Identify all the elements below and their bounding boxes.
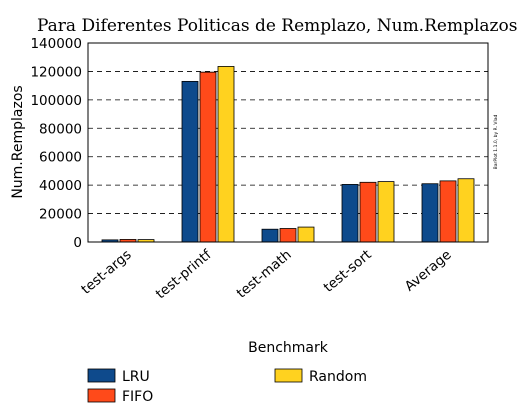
bar-fifo-test-sort <box>359 181 377 243</box>
legend-swatch-random <box>274 368 303 383</box>
y-tick-label: 60000 <box>39 150 82 166</box>
legend-swatch-fifo <box>87 388 116 403</box>
x-axis-label: Benchmark <box>248 340 329 356</box>
legend-swatch-lru <box>87 368 116 383</box>
y-tick-label: 40000 <box>39 178 82 194</box>
bar-lru-test-math <box>261 228 279 243</box>
legend-label-fifo: FIFO <box>122 389 153 405</box>
legend-label-random: Random <box>309 369 367 385</box>
y-tick-label: 0 <box>73 235 82 251</box>
x-tick-label: test-printf <box>153 246 216 302</box>
bar-fifo-average <box>439 180 457 243</box>
legend-label-lru: LRU <box>122 369 150 385</box>
plot-credit: BarPlot 1.1.0, by R. Vlad <box>493 115 499 170</box>
y-tick-label: 120000 <box>30 64 82 80</box>
plot-frame <box>87 42 489 243</box>
y-tick-label: 20000 <box>39 207 82 223</box>
y-tick-label: 100000 <box>30 93 82 109</box>
bar-lru-average <box>421 183 439 243</box>
x-tick-label: test-math <box>234 247 295 302</box>
bar-random-average <box>457 178 475 243</box>
bar-fifo-test-math <box>279 228 297 243</box>
y-axis-label: Num.Remplazos <box>10 85 26 198</box>
bar-random-test-math <box>297 226 315 243</box>
bar-lru-test-printf <box>181 80 199 243</box>
x-tick-label: Average <box>402 247 455 295</box>
chart-title: Para Diferentes Politicas de Remplazo, N… <box>37 16 518 36</box>
x-axis-ticks: test-args test-printf test-math test-sort Av… <box>78 246 454 302</box>
x-tick-label: test-sort <box>321 247 375 296</box>
y-tick-label: 140000 <box>30 36 82 52</box>
x-tick-label: test-args <box>78 247 134 298</box>
y-tick-label: 80000 <box>39 121 82 137</box>
bars <box>101 66 475 243</box>
legend: LRU FIFO Random <box>87 368 367 405</box>
bar-random-test-printf <box>217 66 235 243</box>
bar-random-test-sort <box>377 181 395 243</box>
bar-lru-test-sort <box>341 184 359 243</box>
grid-lines <box>88 71 488 214</box>
y-axis-ticks: 0 20000 40000 60000 80000 100000 120000 140000 <box>30 36 82 251</box>
bar-fifo-test-printf <box>199 71 217 243</box>
